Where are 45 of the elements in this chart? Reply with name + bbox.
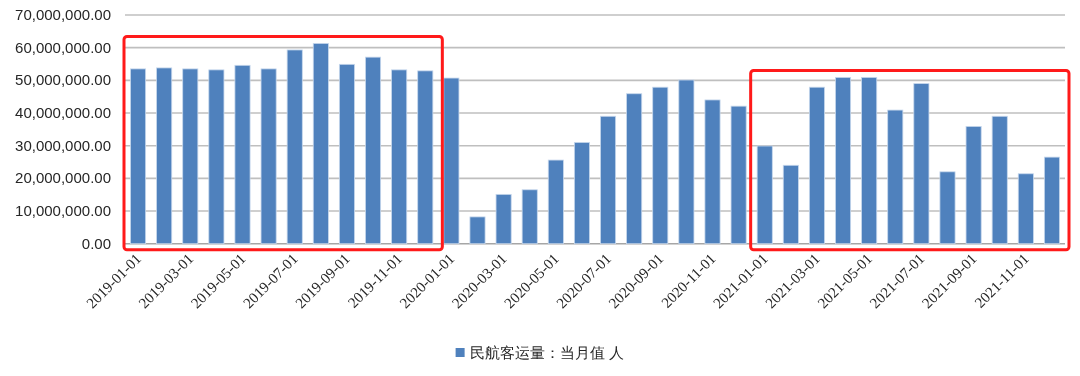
y-tick-label: 10,000,000.00 — [15, 202, 111, 220]
bar — [286, 49, 303, 245]
bar — [1017, 173, 1034, 245]
bar — [600, 115, 617, 245]
y-tick-label: 60,000,000.00 — [15, 38, 111, 56]
bar — [756, 145, 773, 245]
bar — [704, 99, 721, 245]
bar — [469, 216, 486, 245]
y-tick-label: 20,000,000.00 — [15, 169, 111, 187]
bar — [782, 164, 799, 245]
y-tick-label: 40,000,000.00 — [15, 104, 111, 122]
bar — [156, 67, 173, 245]
y-tick-label: 0.00 — [81, 234, 111, 252]
bar — [887, 109, 904, 245]
bar — [626, 93, 643, 245]
legend: 民航客运量：当月值 人 — [455, 344, 625, 362]
bar — [208, 69, 225, 245]
bar — [913, 83, 930, 245]
bar — [417, 70, 434, 245]
bar — [808, 86, 825, 245]
y-tick-label: 70,000,000.00 — [15, 6, 111, 23]
bar — [861, 77, 878, 245]
bar — [965, 126, 982, 245]
bar — [991, 115, 1008, 245]
bar — [495, 193, 512, 245]
bar — [939, 171, 956, 245]
bar — [338, 63, 355, 245]
bar — [391, 69, 408, 245]
bar — [521, 189, 538, 245]
bar — [443, 77, 460, 245]
bar — [835, 77, 852, 245]
bar — [312, 43, 329, 245]
bar — [1043, 156, 1060, 245]
y-tick-label: 50,000,000.00 — [15, 71, 111, 89]
bar — [234, 64, 251, 245]
bar — [260, 68, 277, 245]
bar — [652, 86, 669, 245]
bar — [182, 68, 199, 245]
bar — [130, 68, 147, 245]
bar — [547, 159, 564, 245]
bar — [730, 105, 747, 245]
bar — [678, 79, 695, 245]
y-tick-label: 30,000,000.00 — [15, 136, 111, 154]
bar — [365, 56, 382, 245]
bar — [573, 142, 590, 245]
